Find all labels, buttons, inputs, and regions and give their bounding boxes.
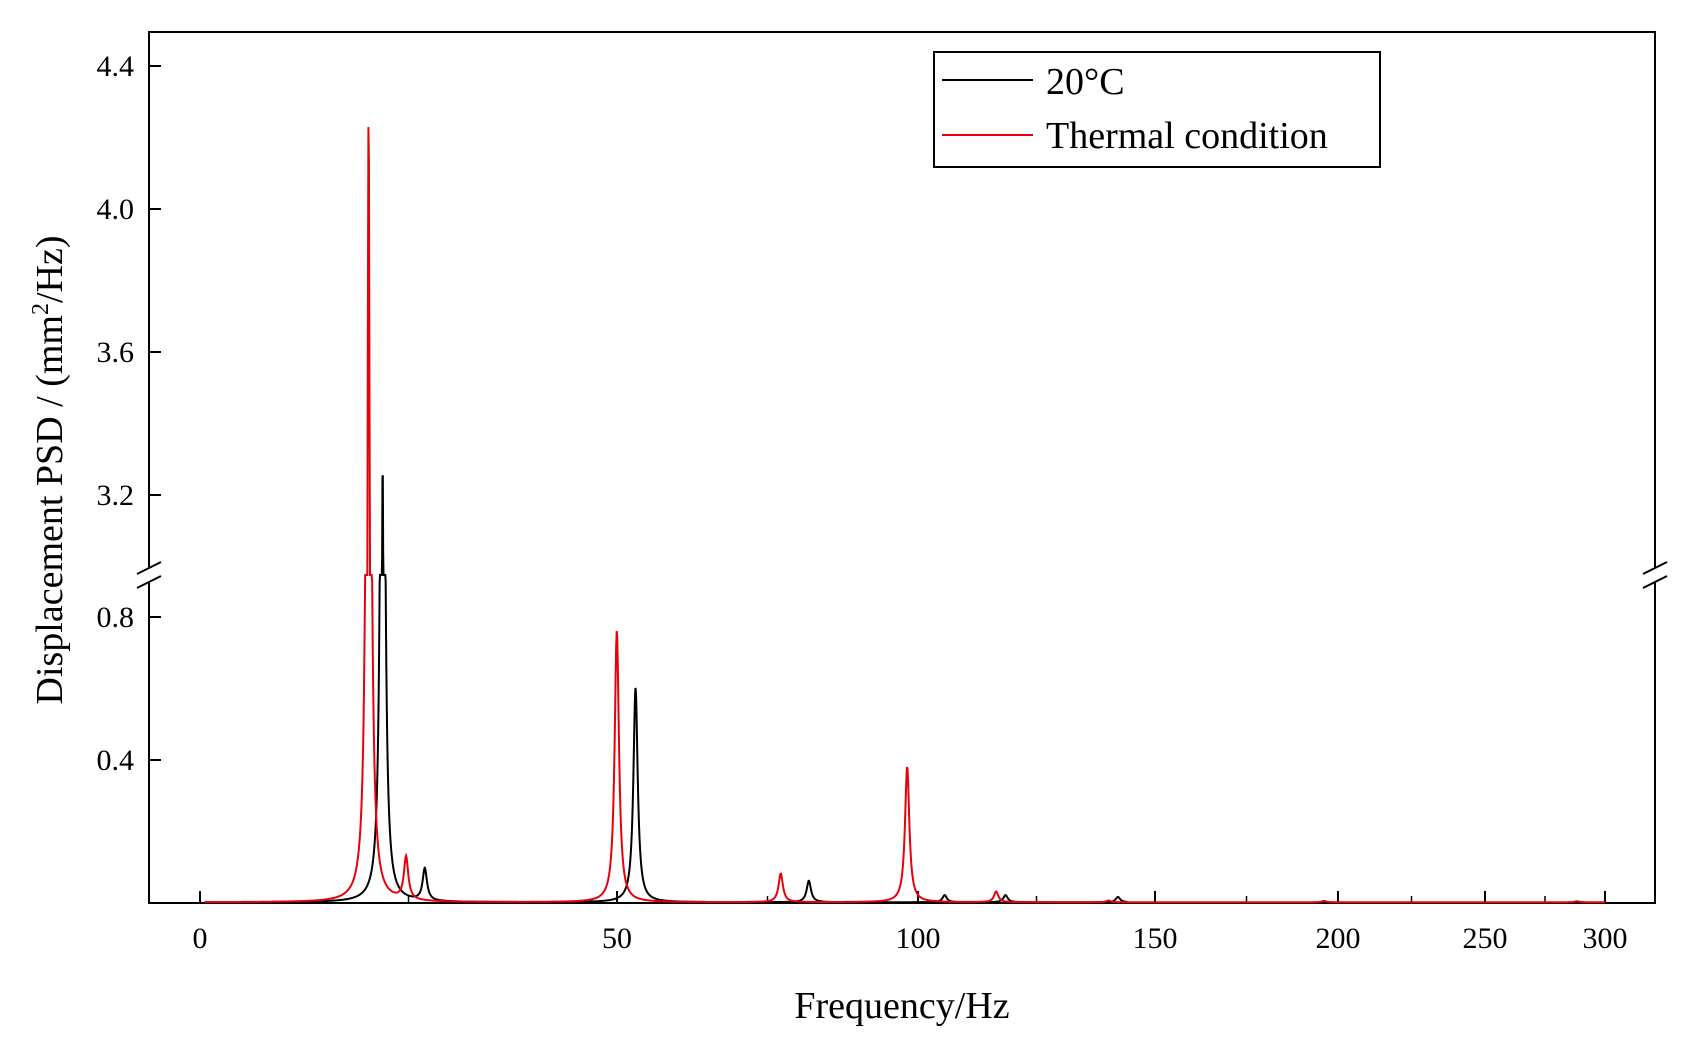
y-tick-label: 0.4 bbox=[97, 744, 135, 777]
x-tick-label: 250 bbox=[1463, 922, 1508, 955]
legend-label-20c: 20°C bbox=[1046, 61, 1125, 103]
y-axis-title: Displacement PSD / (mm2/Hz) bbox=[28, 236, 71, 705]
axis-break-marks bbox=[136, 561, 1668, 589]
series-layer bbox=[204, 127, 1605, 904]
x-tick-label: 200 bbox=[1316, 922, 1361, 955]
axis-break-slash bbox=[1642, 561, 1668, 575]
y-axis-title-sup: 2 bbox=[28, 303, 54, 315]
x-tick-label: 100 bbox=[896, 922, 941, 955]
x-tick-label: 0 bbox=[193, 922, 208, 955]
axis-break-slash bbox=[136, 561, 162, 575]
series-line-20c bbox=[204, 475, 1128, 904]
ticks bbox=[149, 65, 1606, 903]
axis-break-gap bbox=[1651, 567, 1659, 583]
y-tick-label: 4.0 bbox=[97, 193, 135, 226]
tick-labels: 0 50 100 150 200 250 300 0.4 0.8 3.2 3.6 4.0 4.4 bbox=[97, 50, 1628, 955]
x-tick-label: 150 bbox=[1133, 922, 1178, 955]
legend: 20°C Thermal condition bbox=[933, 51, 1381, 168]
y-axis-title-prefix: Displacement PSD / (mm bbox=[29, 315, 71, 704]
series-line-thermal bbox=[204, 127, 1605, 904]
y-tick-label: 0.8 bbox=[97, 601, 135, 634]
x-axis-title: Frequency/Hz bbox=[794, 985, 1009, 1027]
legend-label-thermal: Thermal condition bbox=[1046, 115, 1328, 157]
x-tick-label: 50 bbox=[602, 922, 632, 955]
legend-box bbox=[933, 51, 1381, 168]
axis-break-slash bbox=[1642, 575, 1668, 589]
y-tick-label: 4.4 bbox=[97, 50, 135, 83]
y-tick-label: 3.6 bbox=[97, 336, 135, 369]
y-axis-title-suffix: /Hz) bbox=[29, 236, 71, 304]
x-tick-label: 300 bbox=[1583, 922, 1628, 955]
axis-break-gap bbox=[145, 567, 153, 583]
axis-break-slash bbox=[136, 575, 162, 589]
y-tick-label: 3.2 bbox=[97, 479, 135, 512]
